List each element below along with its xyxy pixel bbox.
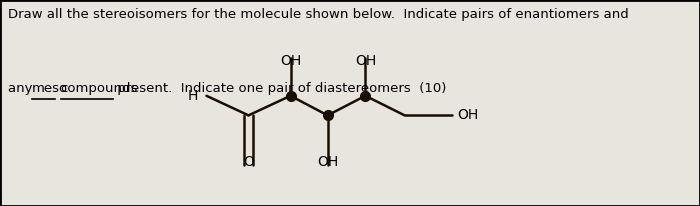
Text: OH: OH — [355, 54, 376, 68]
Text: OH: OH — [317, 155, 338, 169]
Text: H: H — [188, 89, 198, 103]
Text: OH: OH — [457, 108, 478, 122]
Text: Draw all the stereoisomers for the molecule shown below.  Indicate pairs of enan: Draw all the stereoisomers for the molec… — [8, 8, 629, 21]
Text: any: any — [8, 82, 37, 95]
Text: O: O — [243, 155, 254, 169]
Text: meso: meso — [32, 82, 68, 95]
Text: compounds: compounds — [61, 82, 138, 95]
Text: OH: OH — [280, 54, 301, 68]
Text: present.  Indicate one pair of diastereomers  (10): present. Indicate one pair of diastereom… — [113, 82, 447, 95]
